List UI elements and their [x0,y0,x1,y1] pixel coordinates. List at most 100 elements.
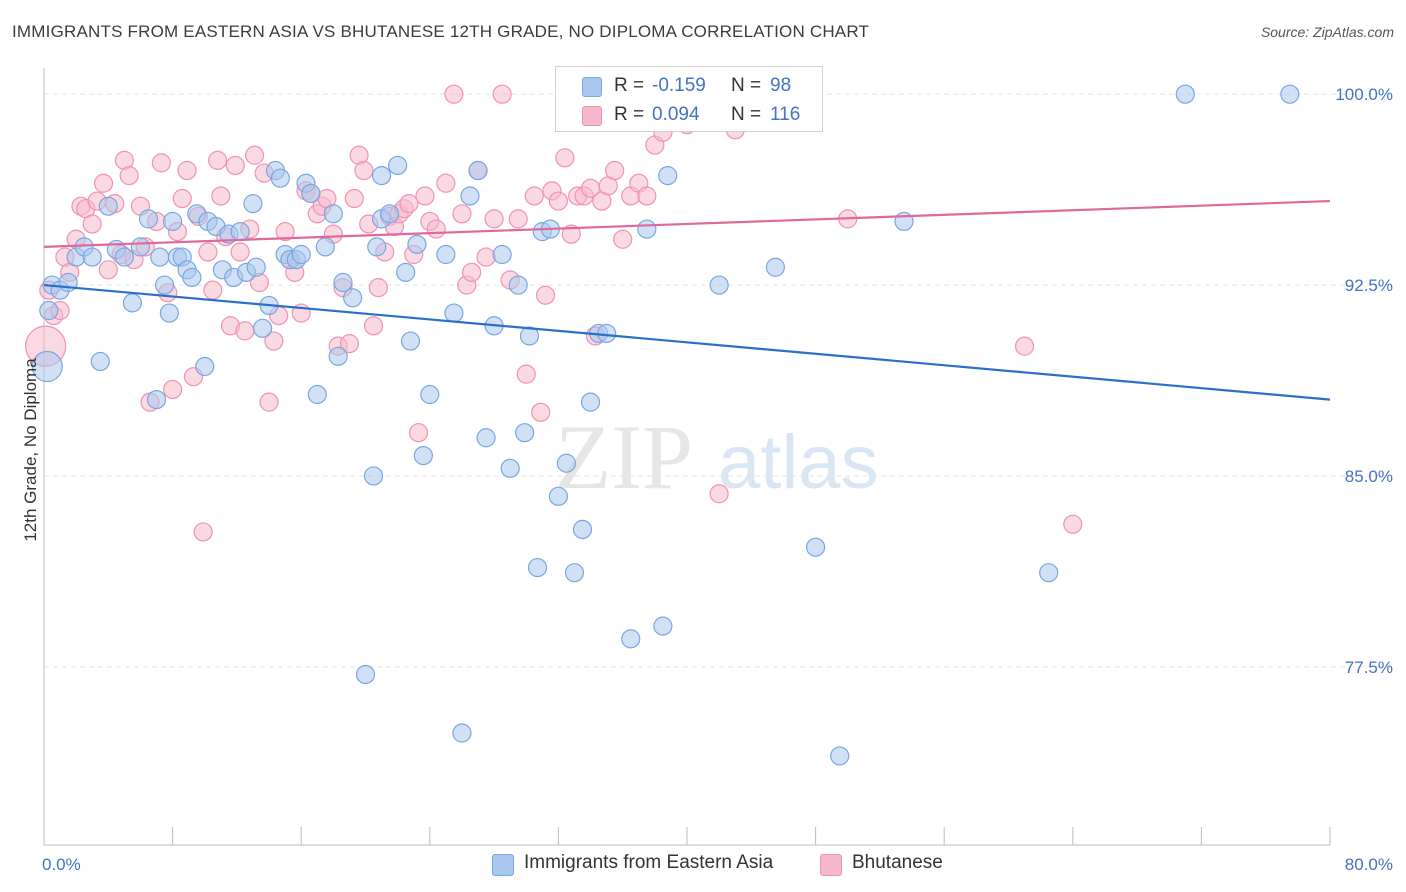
bhutanese-point [151,153,171,173]
eastern-asia-point [413,445,433,466]
eastern-asia-point [420,384,440,405]
eastern-asia-point [328,346,348,366]
eastern-asia-point [315,237,335,257]
legend-r-value: -0.159 [652,75,706,96]
bhutanese-point [452,204,472,224]
eastern-asia-point [556,453,577,473]
eastern-asia-point [709,275,729,295]
eastern-asia-point [476,428,496,448]
trend-lines [43,199,1331,401]
bhutanese-point [163,379,183,400]
legend-label-eastern-asia: Immigrants from Eastern Asia [524,852,774,873]
eastern-asia-point [195,356,215,377]
bhutanese-point [524,186,544,206]
bhutanese-point [225,155,245,176]
bhutanese-point [172,188,192,209]
legend-swatch-blue [492,854,514,876]
bhutanese-point [508,209,528,229]
chart-title: IMMIGRANTS FROM EASTERN ASIA VS BHUTANES… [12,22,870,41]
eastern-asia-point [230,222,250,242]
bhutanese-point [193,522,213,542]
bhutanese-point [363,316,384,336]
bhutanese-point [259,392,279,412]
legend-series: Immigrants from Eastern Asia Bhutanese [0,852,1406,878]
source-label: Source: ZipAtlas.com [1260,24,1394,40]
legend-r-label: R = [614,75,645,96]
legend-n-label: N = [731,75,762,96]
bhutanese-point [368,278,388,298]
eastern-asia-point [343,288,363,308]
eastern-asia-point [154,275,175,295]
bhutanese-point [235,321,255,341]
eastern-asia-point [380,204,400,224]
eastern-asia-point [1175,84,1195,104]
eastern-asia-point [597,323,617,344]
bhutanese-point [516,364,536,384]
legend-row-bhutanese: R = 0.094 N = 116 [556,100,822,130]
y-axis-label: 12th Grade, No Diploma [21,358,40,542]
eastern-asia-point [363,466,384,486]
eastern-asia-point [1280,84,1300,104]
legend-r-value: 0.094 [652,104,700,125]
legend-n-label: N = [731,104,762,125]
bhutanese-point [82,214,102,234]
y-tick-label: 100.0% [1335,85,1393,104]
legend-swatch-blue [582,77,602,97]
eastern-asia-point [150,247,170,267]
bhutanese-point [613,229,633,249]
bhutanese-point [98,260,118,280]
eastern-asia-point [805,537,826,557]
legend-row-eastern-asia: R = -0.159 N = 98 [556,71,822,101]
eastern-asia-point [367,237,387,257]
eastern-asia-point [98,196,118,216]
eastern-asia-point [637,219,657,239]
eastern-asia-point [765,257,786,277]
eastern-asia-point [500,458,520,478]
eastern-asia-point [452,723,472,743]
eastern-asia-point [658,166,678,186]
eastern-asia-point [572,519,593,540]
bhutanese-point [637,186,657,206]
eastern-asia-point [333,272,353,293]
bhutanese-point [561,224,581,244]
axes [43,68,1331,846]
trend-line-bhutanese [43,199,1331,248]
watermark-zip: ZIP [555,406,693,508]
bhutanese-point [354,160,374,181]
eastern-asia-point [407,234,427,254]
legend-n-value: 98 [770,75,792,96]
axis-labels: 77.5% 85.0% 92.5% 100.0% 0.0% 80.0% 12th Grade… [21,85,1393,874]
eastern-asia-point [444,303,464,323]
legend-label-bhutanese: Bhutanese [852,852,943,873]
bhutanese-point [198,242,218,262]
bhutanese-point [1014,336,1035,356]
bhutanese-point [339,334,360,354]
bhutanese-point [492,84,512,104]
eastern-asia-point [146,389,167,410]
bhutanese-point [535,285,556,305]
eastern-asia-point [301,183,321,204]
eastern-asia-point [163,211,183,232]
eastern-asia-point [468,160,488,181]
eastern-asia-point [548,486,569,506]
eastern-asia-point [830,746,850,766]
eastern-asia-point [130,237,151,257]
eastern-asia-point [114,247,134,267]
eastern-asia-point [159,303,179,323]
eastern-asia-point [564,563,585,583]
eastern-asia-point [90,351,110,372]
watermark-atlas: atlas [718,420,879,505]
eastern-asia-point [580,392,601,412]
eastern-asia-point [82,247,102,267]
eastern-asia-point [270,168,290,188]
series-bhutanese-points [25,84,1083,542]
eastern-asia-point [253,318,273,338]
eastern-asia-point [621,629,641,649]
bhutanese-point [484,209,504,229]
eastern-asia-point [307,384,327,405]
bhutanese-point [1063,514,1083,534]
legend-n-value: 116 [770,104,801,125]
eastern-asia-point [122,293,143,313]
eastern-asia-point [515,423,535,443]
